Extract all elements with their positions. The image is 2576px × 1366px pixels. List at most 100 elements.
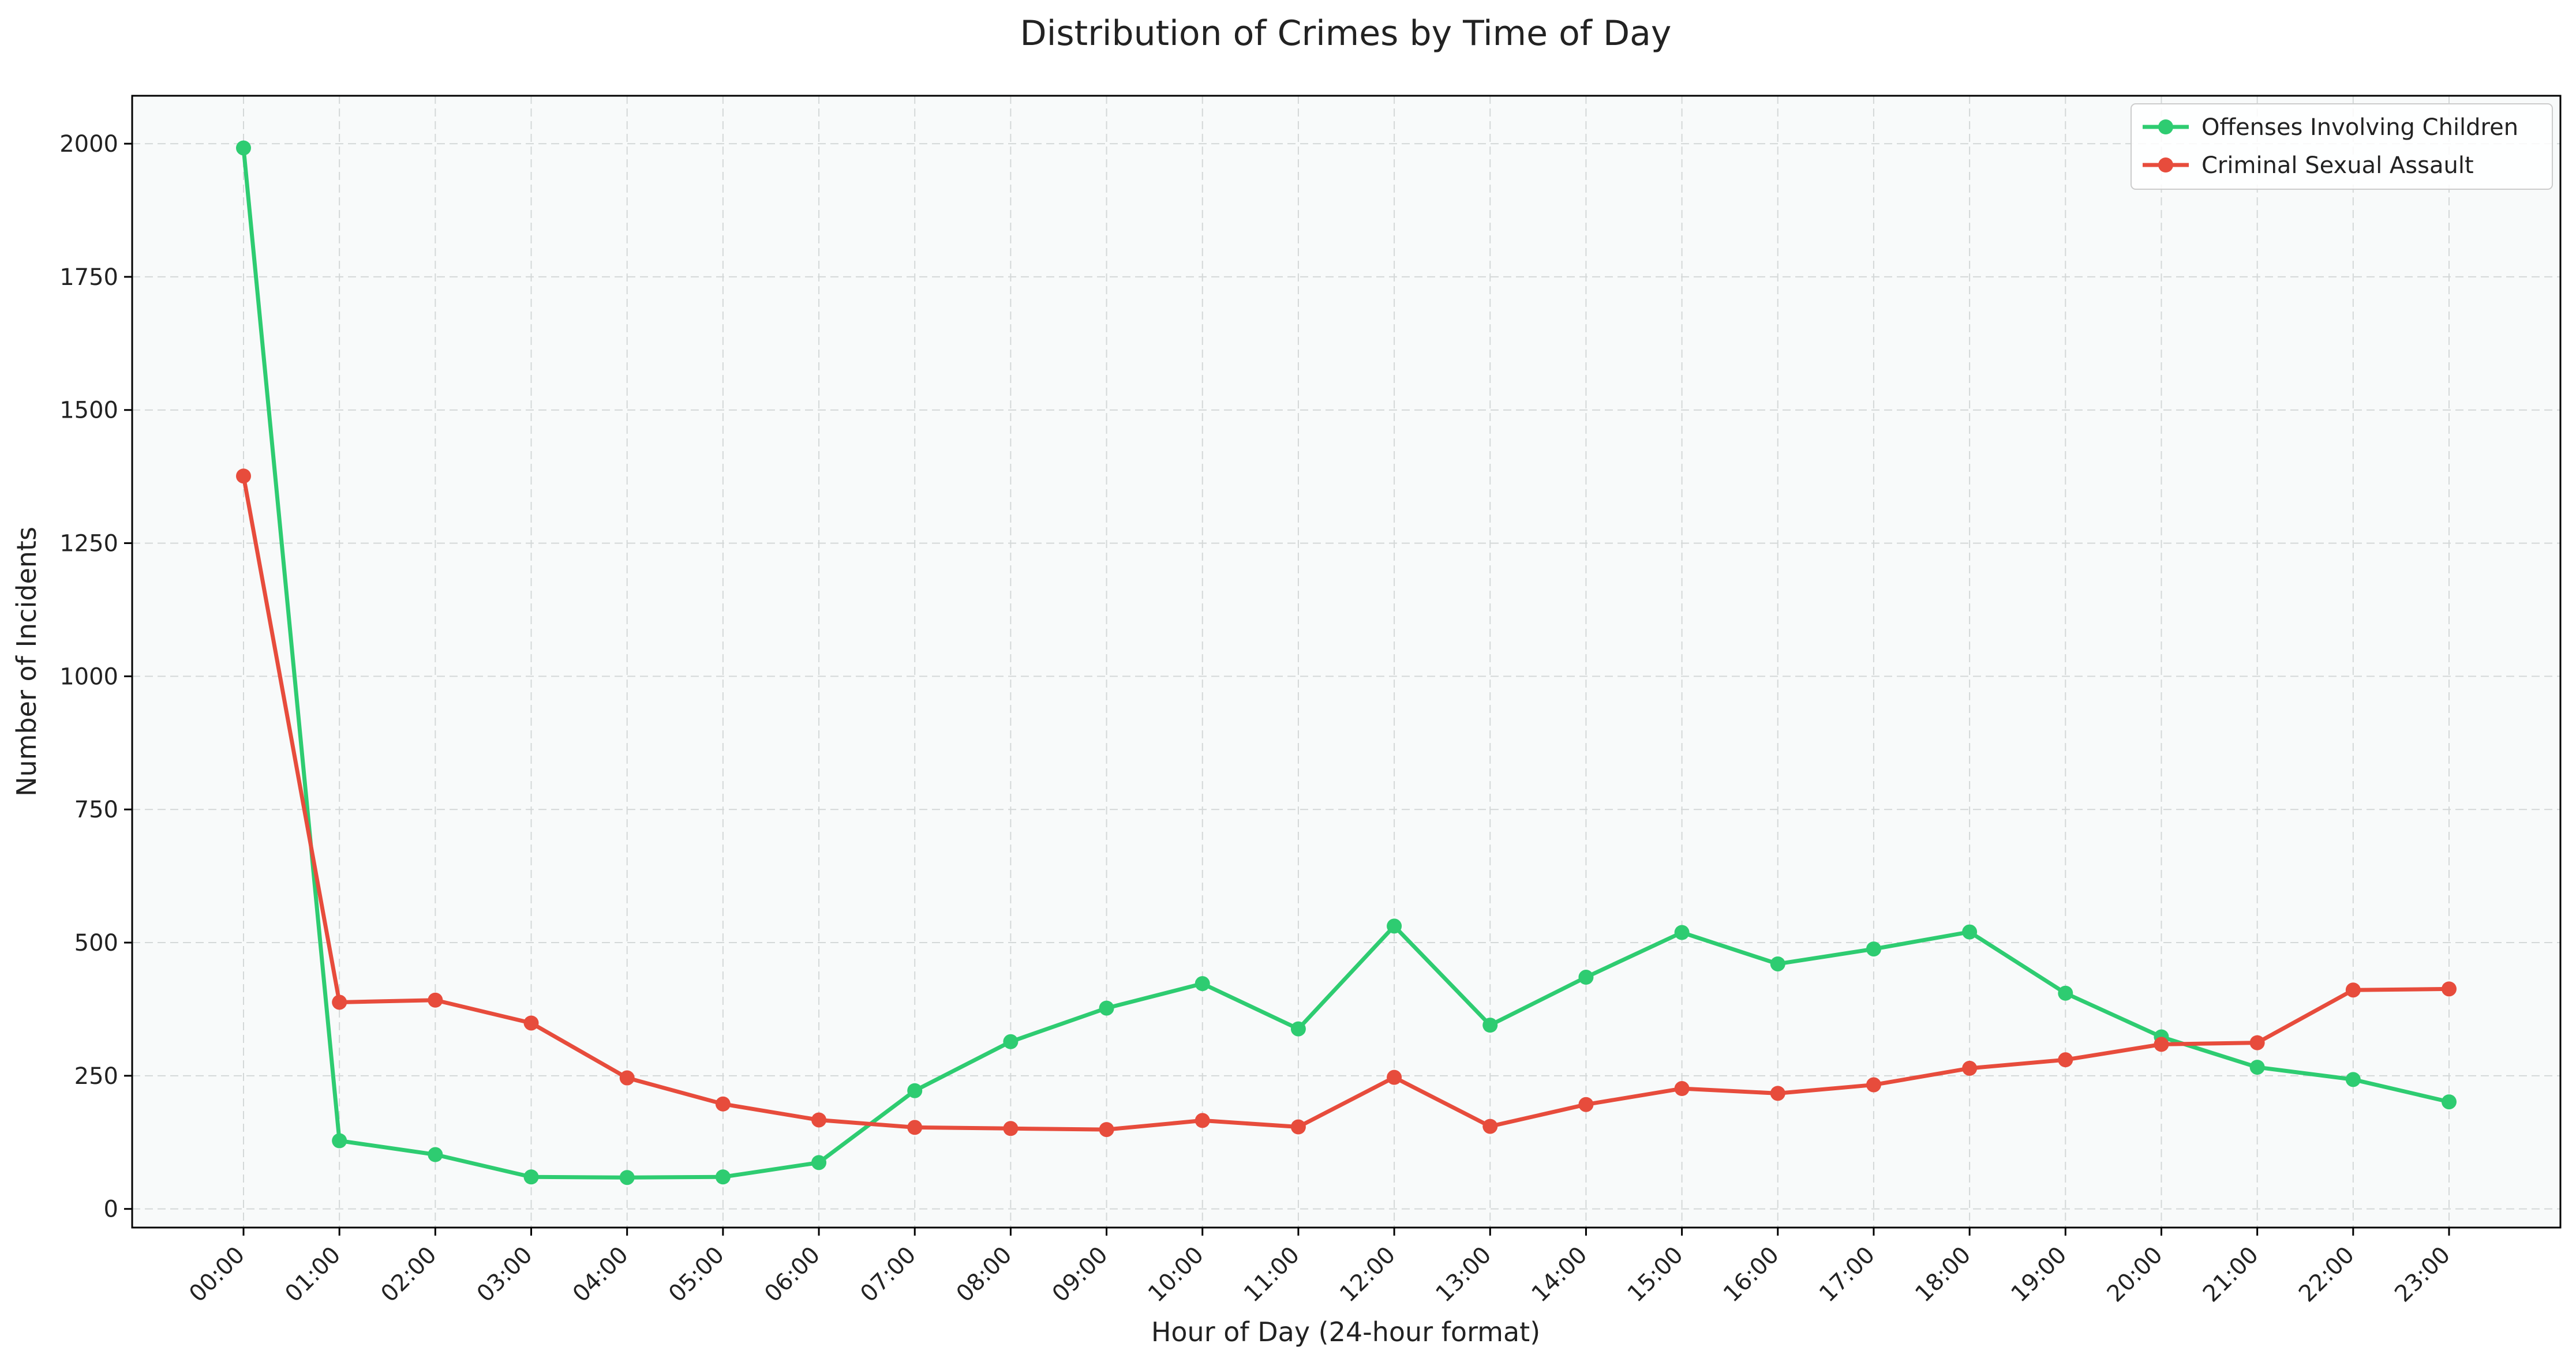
data-point: [1866, 941, 1881, 957]
data-point: [1962, 1060, 1978, 1076]
series-0: [236, 140, 2457, 1185]
data-point: [715, 1169, 731, 1185]
x-tick-label: 02:00: [376, 1241, 441, 1307]
data-point: [1770, 1086, 1785, 1101]
x-tick-label: 20:00: [2102, 1241, 2168, 1307]
series-1: [236, 468, 2457, 1138]
data-point: [1387, 1069, 1402, 1085]
data-point: [2058, 1052, 2073, 1068]
series-line: [241, 145, 2451, 1180]
x-tick-label: 01:00: [280, 1241, 346, 1307]
x-tick-label: 22:00: [2294, 1241, 2360, 1307]
y-tick-label: 1750: [59, 264, 118, 291]
data-point: [332, 995, 347, 1010]
data-point: [2442, 1094, 2457, 1110]
x-tick-label: 08:00: [952, 1241, 1017, 1307]
data-point: [1578, 970, 1594, 985]
y-tick-label: 250: [74, 1063, 118, 1090]
data-point: [1099, 1000, 1114, 1016]
data-point: [1290, 1119, 1306, 1135]
y-tick-label: 1000: [59, 663, 118, 690]
series-layer: [236, 140, 2457, 1185]
data-point: [428, 992, 443, 1008]
data-point: [1387, 918, 1402, 934]
data-point: [1099, 1122, 1114, 1138]
data-point: [2442, 981, 2457, 997]
x-tick-label: 19:00: [2006, 1241, 2072, 1307]
plot-area: [132, 96, 2560, 1228]
data-point: [236, 140, 251, 156]
y-tick-label: 750: [74, 797, 118, 823]
data-point: [1003, 1034, 1019, 1049]
data-point: [1674, 1081, 1690, 1097]
x-tick-label: 11:00: [1239, 1241, 1305, 1307]
x-tick-label: 04:00: [568, 1241, 634, 1307]
x-axis: 00:00 01:00 02:00 03:00 04:00 05:00 06:00 07:00…: [184, 1228, 2455, 1307]
data-point: [1195, 1113, 1210, 1128]
data-point: [811, 1155, 827, 1170]
legend-label: Offenses Involving Children: [2201, 114, 2518, 141]
x-tick-label: 13:00: [1431, 1241, 1496, 1307]
data-point: [1482, 1018, 1498, 1033]
x-tick-label: 07:00: [855, 1241, 921, 1307]
y-tick-label: 500: [74, 930, 118, 956]
data-point: [619, 1070, 635, 1086]
y-axis: 0 250 500 750 1000 1250 1500 1750 2000: [59, 131, 132, 1223]
data-point: [236, 468, 251, 484]
grid: [132, 96, 2560, 1228]
x-tick-label: 18:00: [1910, 1241, 1976, 1307]
x-tick-label: 16:00: [1718, 1241, 1784, 1307]
legend-marker: [2158, 157, 2173, 172]
x-tick-label: 23:00: [2390, 1241, 2455, 1307]
chart-title: Distribution of Crimes by Time of Day: [1020, 13, 1672, 54]
x-tick-label: 10:00: [1143, 1241, 1209, 1307]
data-point: [1578, 1097, 1594, 1112]
x-tick-label: 12:00: [1335, 1241, 1401, 1307]
x-tick-label: 06:00: [759, 1241, 825, 1307]
data-point: [1674, 925, 1690, 940]
data-point: [811, 1112, 827, 1128]
data-point: [2154, 1037, 2169, 1052]
data-point: [1290, 1021, 1306, 1037]
x-tick-label: 17:00: [1814, 1241, 1880, 1307]
plot-frame: [131, 95, 2562, 1229]
data-point: [1195, 976, 1210, 992]
legend-marker: [2158, 119, 2173, 134]
data-point: [1770, 956, 1785, 971]
legend-label: Criminal Sexual Assault: [2201, 152, 2474, 179]
x-axis-label: Hour of Day (24-hour format): [1151, 1316, 1540, 1348]
y-tick-label: 1250: [59, 531, 118, 557]
data-point: [619, 1170, 635, 1185]
data-point: [715, 1096, 731, 1112]
data-point: [2249, 1035, 2265, 1050]
data-point: [2058, 985, 2073, 1001]
data-point: [332, 1133, 347, 1149]
x-tick-label: 09:00: [1047, 1241, 1113, 1307]
data-point: [2345, 1072, 2361, 1087]
y-tick-label: 1500: [59, 397, 118, 424]
data-point: [523, 1015, 539, 1031]
data-point: [907, 1083, 923, 1098]
legend: Offenses Involving Children Criminal Sexu…: [2131, 103, 2553, 190]
data-point: [1482, 1119, 1498, 1134]
data-point: [523, 1169, 539, 1185]
x-tick-label: 15:00: [1623, 1241, 1688, 1307]
y-tick-label: 0: [104, 1196, 118, 1223]
legend-box: [2131, 103, 2553, 190]
data-point: [2249, 1060, 2265, 1075]
data-point: [428, 1147, 443, 1162]
x-tick-label: 14:00: [1527, 1241, 1593, 1307]
data-point: [1866, 1077, 1881, 1093]
data-point: [1003, 1121, 1019, 1136]
x-tick-label: 03:00: [472, 1241, 538, 1307]
data-point: [907, 1120, 923, 1135]
y-axis-label: Number of Incidents: [11, 527, 42, 797]
series-line: [241, 474, 2451, 1132]
data-point: [1962, 924, 1978, 940]
y-tick-label: 2000: [59, 131, 118, 157]
x-tick-label: 21:00: [2198, 1241, 2264, 1307]
data-point: [2345, 982, 2361, 998]
x-tick-label: 00:00: [184, 1241, 250, 1307]
x-tick-label: 05:00: [664, 1241, 729, 1307]
